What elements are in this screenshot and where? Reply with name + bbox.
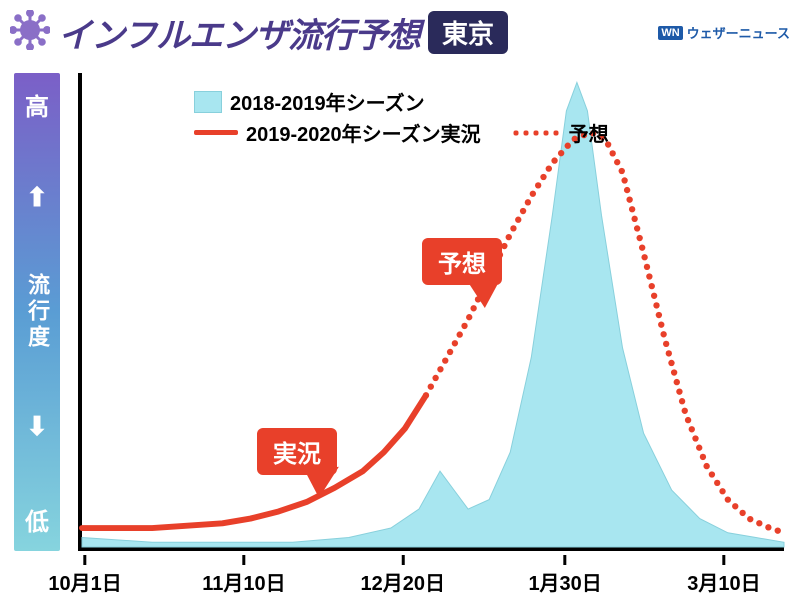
tick-mark bbox=[722, 555, 725, 565]
legend-prev-season: 2018-2019年シーズン bbox=[194, 87, 609, 116]
tick-mark bbox=[84, 555, 87, 565]
arrow-down-icon: ⬇ bbox=[26, 411, 48, 442]
chart-area: 高 ⬆ 流行度 ⬇ 低 2018-2019年シーズン 2019-2020年シーズ… bbox=[0, 61, 800, 601]
region-badge: 東京 bbox=[428, 11, 508, 54]
callout-forecast: 予想 bbox=[422, 238, 502, 285]
x-tick: 12月20日 bbox=[361, 555, 446, 596]
legend-actual-label: 2019-2020年シーズン実況 bbox=[246, 118, 481, 147]
callout-tail-icon bbox=[305, 467, 343, 499]
brand-prefix: WN bbox=[658, 26, 682, 40]
x-tick: 3月10日 bbox=[687, 555, 760, 596]
y-axis-high-label: 高 bbox=[25, 87, 49, 122]
legend-current-season: 2019-2020年シーズン実況 予想 bbox=[194, 118, 609, 147]
callout-forecast-text: 予想 bbox=[438, 251, 486, 278]
callout-actual: 実況 bbox=[257, 428, 337, 475]
tick-mark bbox=[242, 555, 245, 565]
x-tick: 11月10日 bbox=[202, 555, 285, 596]
page-title: インフルエンザ流行予想 bbox=[58, 8, 420, 57]
x-tick-label: 1月30日 bbox=[528, 567, 601, 596]
y-axis-mid-label: 流行度 bbox=[25, 273, 49, 351]
brand-logo: WN ウェザーニュース bbox=[658, 23, 790, 42]
legend-prev-label: 2018-2019年シーズン bbox=[230, 87, 425, 116]
x-tick: 1月30日 bbox=[528, 555, 601, 596]
brand-text: ウェザーニュース bbox=[687, 23, 790, 42]
prev-season-area bbox=[82, 82, 784, 547]
callout-actual-text: 実況 bbox=[273, 441, 321, 468]
legend-forecast-label: 予想 bbox=[569, 118, 609, 147]
legend: 2018-2019年シーズン 2019-2020年シーズン実況 予想 bbox=[194, 87, 609, 149]
plot-region: 2018-2019年シーズン 2019-2020年シーズン実況 予想 予想 実況 bbox=[78, 73, 784, 551]
header: インフルエンザ流行予想 東京 WN ウェザーニュース bbox=[0, 0, 800, 61]
x-tick-label: 11月10日 bbox=[202, 567, 285, 596]
x-tick: 10月1日 bbox=[48, 555, 121, 596]
x-tick-label: 10月1日 bbox=[48, 567, 121, 596]
actual-line bbox=[82, 395, 426, 528]
x-tick-label: 3月10日 bbox=[687, 567, 760, 596]
virus-icon bbox=[10, 10, 50, 55]
legend-line-swatch bbox=[194, 130, 238, 135]
arrow-up-icon: ⬆ bbox=[26, 182, 48, 213]
y-axis-gradient: 高 ⬆ 流行度 ⬇ 低 bbox=[14, 73, 60, 551]
tick-mark bbox=[564, 555, 567, 565]
x-tick-label: 12月20日 bbox=[361, 567, 446, 596]
tick-mark bbox=[401, 555, 404, 565]
legend-dots-swatch bbox=[511, 130, 561, 136]
legend-area-swatch bbox=[194, 91, 222, 113]
y-axis-low-label: 低 bbox=[25, 502, 49, 537]
x-axis: 10月1日11月10日12月20日1月30日3月10日 bbox=[78, 555, 784, 595]
